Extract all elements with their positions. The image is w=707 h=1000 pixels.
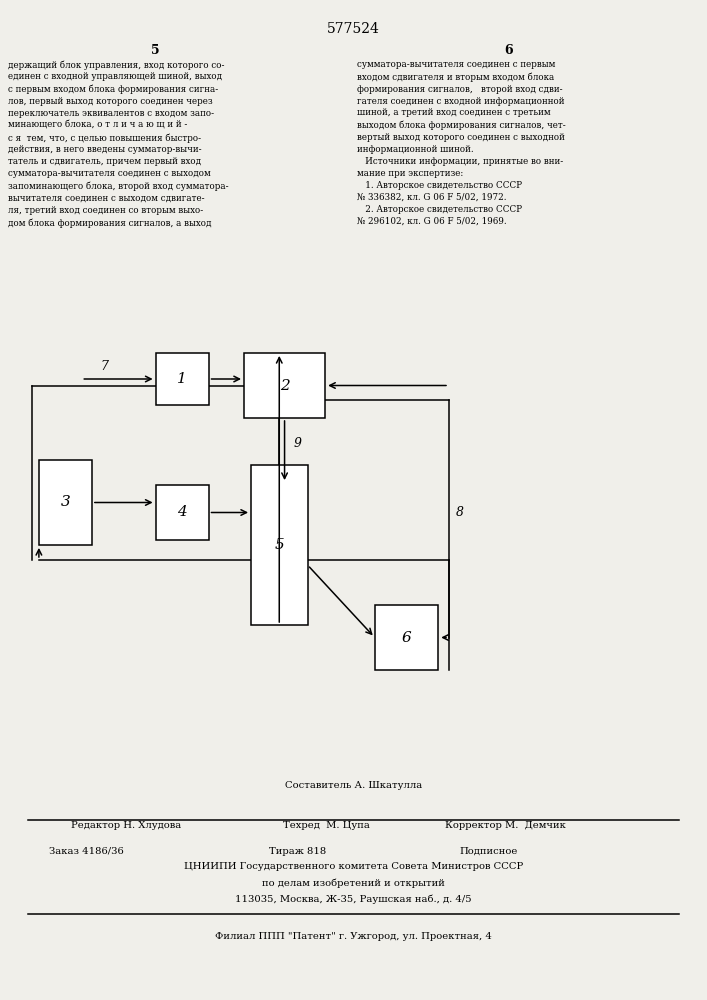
Text: 9: 9 <box>293 437 301 450</box>
Text: 2: 2 <box>280 379 289 393</box>
Text: Техред  М. Цупа: Техред М. Цупа <box>283 821 370 830</box>
Text: Подписное: Подписное <box>460 847 518 856</box>
Text: 577524: 577524 <box>327 22 380 36</box>
Text: Филиал ППП "Патент" г. Ужгород, ул. Проектная, 4: Филиал ППП "Патент" г. Ужгород, ул. Прое… <box>215 932 492 941</box>
Text: по делам изобретений и открытий: по делам изобретений и открытий <box>262 878 445 888</box>
Text: 7: 7 <box>100 360 109 372</box>
Text: 113035, Москва, Ж-35, Раушская наб., д. 4/5: 113035, Москва, Ж-35, Раушская наб., д. … <box>235 894 472 904</box>
Text: Корректор М.  Демчик: Корректор М. Демчик <box>445 821 566 830</box>
Text: 5: 5 <box>151 44 160 57</box>
Text: 6: 6 <box>505 44 513 57</box>
Text: сумматора-вычитателя соединен с первым
входом сдвигателя и вторым входом блока
ф: сумматора-вычитателя соединен с первым в… <box>357 60 566 226</box>
Text: Тираж 818: Тираж 818 <box>269 847 326 856</box>
Text: Составитель А. Шкатулла: Составитель А. Шкатулла <box>285 781 422 790</box>
Bar <box>156 485 209 540</box>
Text: Редактор Н. Хлудова: Редактор Н. Хлудова <box>71 821 181 830</box>
Text: 3: 3 <box>61 495 70 510</box>
Bar <box>156 353 209 405</box>
Text: 1: 1 <box>177 372 187 386</box>
Text: Заказ 4186/36: Заказ 4186/36 <box>49 847 124 856</box>
Text: 6: 6 <box>402 630 411 644</box>
Text: ЦНИИПИ Государственного комитета Совета Министров СССР: ЦНИИПИ Государственного комитета Совета … <box>184 862 523 871</box>
Bar <box>244 353 325 418</box>
Text: 8: 8 <box>455 506 464 519</box>
Text: 4: 4 <box>177 505 187 519</box>
Bar <box>39 460 92 545</box>
Bar <box>375 605 438 670</box>
Text: 5: 5 <box>274 538 284 552</box>
Text: держащий блок управления, вход которого со-
единен с входной управляющей шиной, : держащий блок управления, вход которого … <box>8 60 229 228</box>
Bar <box>251 465 308 625</box>
